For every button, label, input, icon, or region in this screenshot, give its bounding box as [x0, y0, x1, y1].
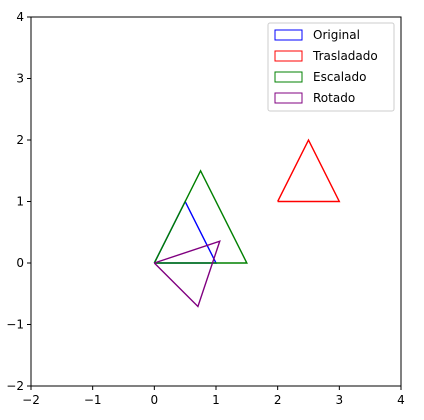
legend-label: Rotado: [313, 91, 355, 105]
legend-swatch: [274, 29, 303, 41]
y-tick-label: 0: [16, 256, 24, 270]
legend-label: Trasladado: [312, 49, 378, 63]
legend-swatch: [274, 50, 303, 62]
y-axis: −2 −1 0 1 2 3 4: [6, 10, 31, 393]
x-axis: −2 −1 0 1 2 3 4: [22, 386, 405, 407]
x-tick-label: 3: [336, 393, 344, 407]
x-tick-label: −2: [22, 393, 40, 407]
legend: Original Trasladado Escalado Rotado: [267, 22, 395, 112]
y-tick-label: 4: [16, 10, 24, 24]
x-tick-label: 1: [212, 393, 220, 407]
legend-label: Escalado: [313, 70, 366, 84]
series-layer: [153, 138, 341, 308]
series-line-escalado: [153, 169, 248, 264]
x-tick-label: 2: [274, 393, 282, 407]
y-tick-label: −2: [6, 379, 24, 393]
x-tick-label: 4: [397, 393, 405, 407]
x-tick-label: −1: [84, 393, 102, 407]
legend-swatch: [274, 92, 303, 104]
y-tick-label: 2: [16, 133, 24, 147]
legend-swatch: [274, 71, 303, 83]
x-tick-label: 0: [151, 393, 159, 407]
legend-box: [267, 22, 395, 112]
legend-label: Original: [313, 28, 360, 42]
y-tick-label: −1: [6, 318, 24, 332]
series-line-trasladado: [277, 138, 341, 203]
y-tick-label: 1: [16, 195, 24, 209]
y-tick-label: 3: [16, 72, 24, 86]
series-line-rotado: [153, 240, 221, 308]
